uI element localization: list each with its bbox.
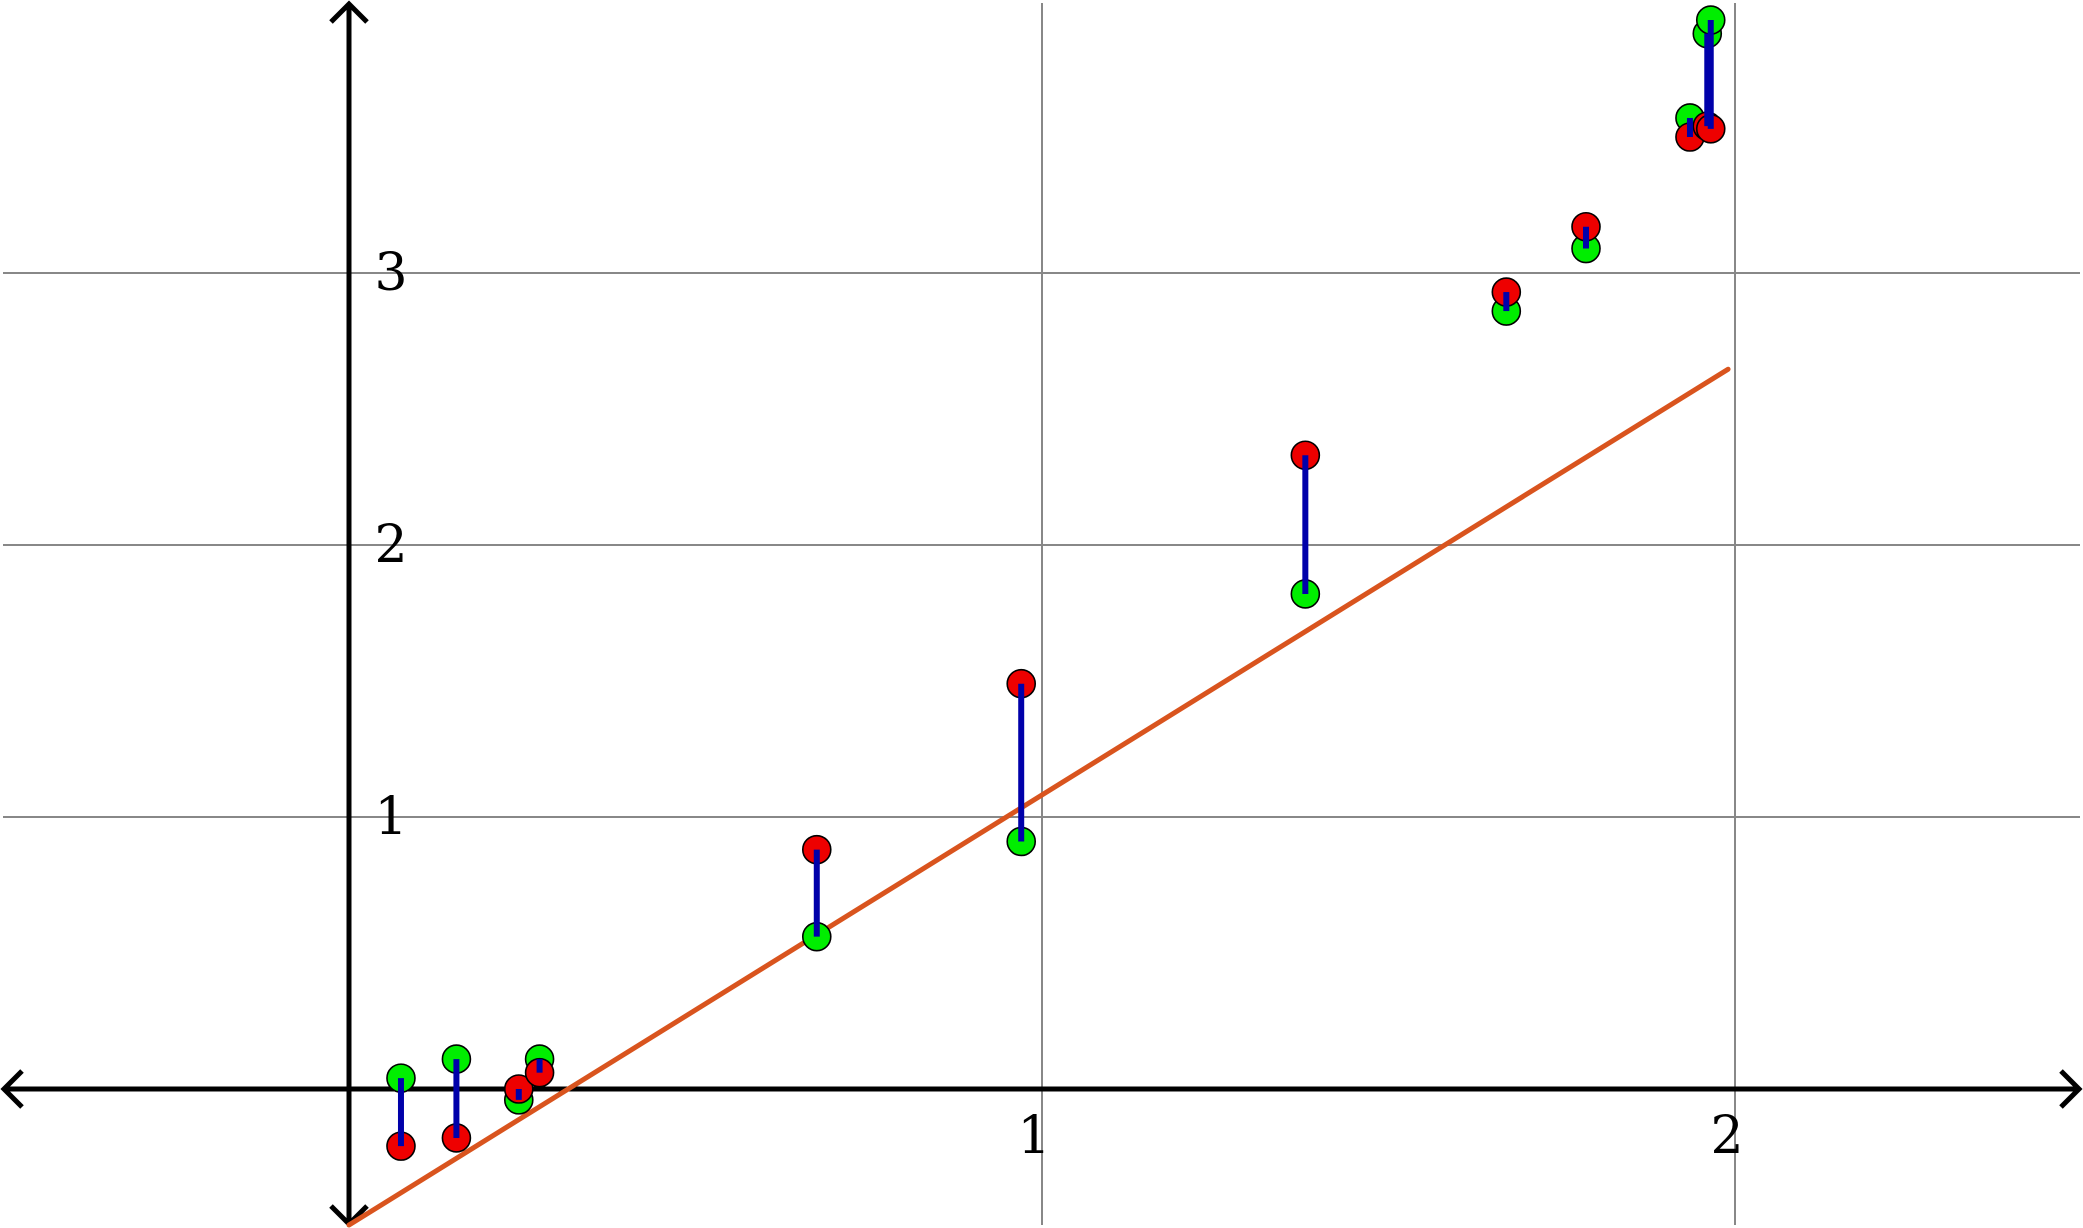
x-tick-label-1: 1 <box>1017 1106 1050 1166</box>
grid <box>3 3 2080 1225</box>
x-axis-arrow-left <box>0 1069 24 1109</box>
y-tick-label-1: 1 <box>374 787 407 847</box>
x-tick-label-2: 2 <box>1710 1106 1743 1166</box>
fit-line <box>346 366 1731 1228</box>
y-tick-label-3: 3 <box>374 243 407 303</box>
y-axis-arrow-top <box>329 0 369 24</box>
series <box>346 5 1731 1228</box>
x-axis-arrow-right <box>2059 1069 2083 1109</box>
tick-labels: 1 2 1 2 3 <box>374 243 1743 1166</box>
y-tick-label-2: 2 <box>374 515 407 575</box>
